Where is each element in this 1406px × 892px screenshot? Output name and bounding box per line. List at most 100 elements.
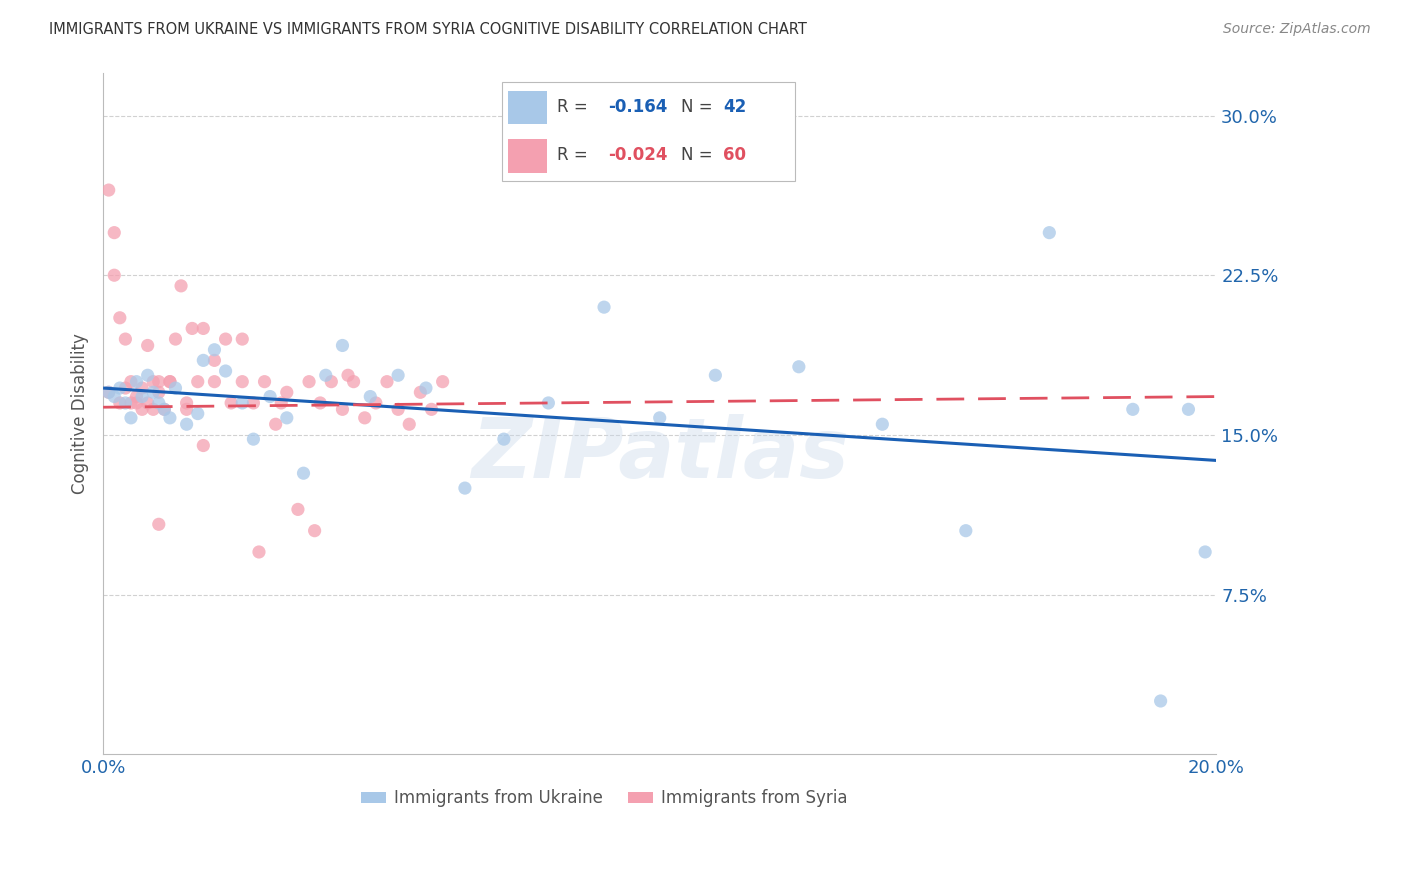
- Point: [420, 402, 443, 417]
- Point: [276, 410, 298, 425]
- Bar: [508, 139, 547, 173]
- Point: [1194, 545, 1216, 559]
- Point: [181, 321, 204, 335]
- Point: [193, 438, 215, 452]
- Point: [176, 417, 198, 432]
- Point: [136, 368, 159, 383]
- Point: [593, 300, 616, 314]
- Text: IMMIGRANTS FROM UKRAINE VS IMMIGRANTS FROM SYRIA COGNITIVE DISABILITY CORRELATIO: IMMIGRANTS FROM UKRAINE VS IMMIGRANTS FR…: [49, 22, 807, 37]
- Point: [375, 375, 398, 389]
- Point: [148, 517, 170, 532]
- Point: [359, 390, 381, 404]
- Point: [332, 338, 354, 352]
- Point: [387, 368, 409, 383]
- Point: [231, 332, 253, 346]
- Text: 60: 60: [723, 146, 745, 164]
- Point: [97, 385, 120, 400]
- Point: [432, 375, 454, 389]
- Point: [125, 390, 148, 404]
- Text: Source: ZipAtlas.com: Source: ZipAtlas.com: [1223, 22, 1371, 37]
- Point: [142, 385, 165, 400]
- Point: [214, 332, 236, 346]
- Point: [214, 364, 236, 378]
- Point: [1149, 694, 1171, 708]
- Point: [259, 390, 281, 404]
- Point: [131, 390, 153, 404]
- Point: [648, 410, 671, 425]
- Point: [176, 396, 198, 410]
- Point: [315, 368, 337, 383]
- Point: [108, 310, 131, 325]
- Point: [1038, 226, 1060, 240]
- Point: [204, 375, 226, 389]
- Point: [787, 359, 810, 374]
- Point: [97, 183, 120, 197]
- Point: [292, 466, 315, 480]
- Point: [114, 381, 136, 395]
- Point: [253, 375, 276, 389]
- Point: [131, 402, 153, 417]
- Text: N =: N =: [681, 146, 717, 164]
- FancyBboxPatch shape: [502, 82, 796, 181]
- Point: [108, 381, 131, 395]
- Point: [153, 402, 176, 417]
- Text: ZIPatlas: ZIPatlas: [471, 414, 849, 495]
- Text: R =: R =: [557, 146, 592, 164]
- Point: [398, 417, 420, 432]
- Point: [204, 343, 226, 357]
- Point: [136, 396, 159, 410]
- Point: [153, 402, 176, 417]
- Point: [120, 375, 142, 389]
- Point: [103, 268, 125, 283]
- Point: [704, 368, 727, 383]
- Point: [231, 396, 253, 410]
- Point: [165, 332, 187, 346]
- Point: [415, 381, 437, 395]
- Point: [148, 375, 170, 389]
- Point: [187, 375, 209, 389]
- Legend: Immigrants from Ukraine, Immigrants from Syria: Immigrants from Ukraine, Immigrants from…: [354, 782, 855, 814]
- Point: [165, 381, 187, 395]
- Point: [193, 353, 215, 368]
- Point: [492, 432, 515, 446]
- Point: [321, 375, 343, 389]
- Point: [955, 524, 977, 538]
- Point: [204, 353, 226, 368]
- Point: [409, 385, 432, 400]
- Text: R =: R =: [557, 98, 592, 116]
- Point: [276, 385, 298, 400]
- Point: [364, 396, 387, 410]
- Point: [187, 407, 209, 421]
- Point: [342, 375, 364, 389]
- Point: [270, 396, 292, 410]
- Point: [219, 396, 242, 410]
- Point: [120, 410, 142, 425]
- Point: [108, 396, 131, 410]
- Point: [304, 524, 326, 538]
- Text: -0.164: -0.164: [607, 98, 668, 116]
- Point: [454, 481, 477, 495]
- Text: -0.024: -0.024: [607, 146, 668, 164]
- Point: [1177, 402, 1199, 417]
- Text: 42: 42: [723, 98, 747, 116]
- Point: [537, 396, 560, 410]
- Point: [136, 338, 159, 352]
- Point: [231, 375, 253, 389]
- Point: [287, 502, 309, 516]
- Point: [125, 375, 148, 389]
- Point: [142, 375, 165, 389]
- Point: [264, 417, 287, 432]
- Point: [298, 375, 321, 389]
- Point: [148, 396, 170, 410]
- Point: [103, 390, 125, 404]
- Point: [1122, 402, 1144, 417]
- Point: [242, 432, 264, 446]
- Point: [131, 381, 153, 395]
- Point: [148, 385, 170, 400]
- Point: [247, 545, 270, 559]
- Point: [97, 385, 120, 400]
- Point: [193, 321, 215, 335]
- Point: [142, 402, 165, 417]
- Point: [353, 410, 375, 425]
- Point: [114, 332, 136, 346]
